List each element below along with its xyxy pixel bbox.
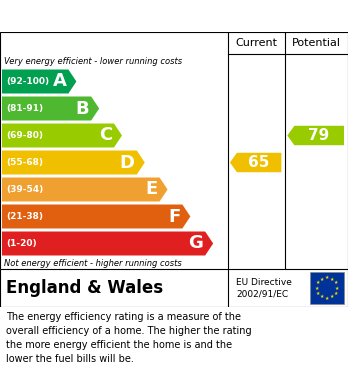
Text: F: F bbox=[168, 208, 180, 226]
Text: Very energy efficient - lower running costs: Very energy efficient - lower running co… bbox=[4, 57, 182, 66]
Text: ★: ★ bbox=[330, 294, 334, 300]
Polygon shape bbox=[2, 70, 76, 93]
Text: ★: ★ bbox=[330, 276, 334, 282]
Polygon shape bbox=[2, 124, 122, 147]
Text: ★: ★ bbox=[334, 280, 338, 285]
Bar bbox=[310, 272, 344, 304]
Text: E: E bbox=[145, 181, 158, 199]
Text: Current: Current bbox=[236, 38, 278, 48]
Text: ★: ★ bbox=[320, 276, 324, 282]
Text: Potential: Potential bbox=[292, 38, 341, 48]
Polygon shape bbox=[2, 151, 145, 174]
Text: (55-68): (55-68) bbox=[6, 158, 43, 167]
Text: EU Directive
2002/91/EC: EU Directive 2002/91/EC bbox=[236, 278, 292, 298]
Text: 65: 65 bbox=[248, 155, 269, 170]
Text: England & Wales: England & Wales bbox=[6, 279, 163, 297]
Text: The energy efficiency rating is a measure of the
overall efficiency of a home. T: The energy efficiency rating is a measur… bbox=[6, 312, 252, 364]
Polygon shape bbox=[2, 178, 167, 201]
Text: D: D bbox=[120, 154, 135, 172]
Polygon shape bbox=[2, 231, 213, 255]
Text: A: A bbox=[53, 72, 66, 90]
Text: C: C bbox=[99, 127, 112, 145]
Text: ★: ★ bbox=[325, 275, 329, 280]
Text: 79: 79 bbox=[308, 128, 329, 143]
Polygon shape bbox=[2, 204, 190, 228]
Text: (81-91): (81-91) bbox=[6, 104, 43, 113]
Text: B: B bbox=[76, 99, 89, 118]
Text: ★: ★ bbox=[325, 296, 329, 301]
Text: ★: ★ bbox=[315, 285, 319, 291]
Text: Energy Efficiency Rating: Energy Efficiency Rating bbox=[9, 9, 219, 24]
Text: ★: ★ bbox=[316, 291, 320, 296]
Polygon shape bbox=[287, 126, 344, 145]
Text: ★: ★ bbox=[316, 280, 320, 285]
Polygon shape bbox=[2, 97, 99, 120]
Text: ★: ★ bbox=[320, 294, 324, 300]
Text: ★: ★ bbox=[334, 291, 338, 296]
Polygon shape bbox=[230, 153, 282, 172]
Text: ★: ★ bbox=[335, 285, 339, 291]
Text: (69-80): (69-80) bbox=[6, 131, 43, 140]
Text: (21-38): (21-38) bbox=[6, 212, 43, 221]
Text: G: G bbox=[188, 235, 203, 253]
Text: (92-100): (92-100) bbox=[6, 77, 49, 86]
Text: (1-20): (1-20) bbox=[6, 239, 37, 248]
Text: Not energy efficient - higher running costs: Not energy efficient - higher running co… bbox=[4, 258, 182, 267]
Text: (39-54): (39-54) bbox=[6, 185, 43, 194]
